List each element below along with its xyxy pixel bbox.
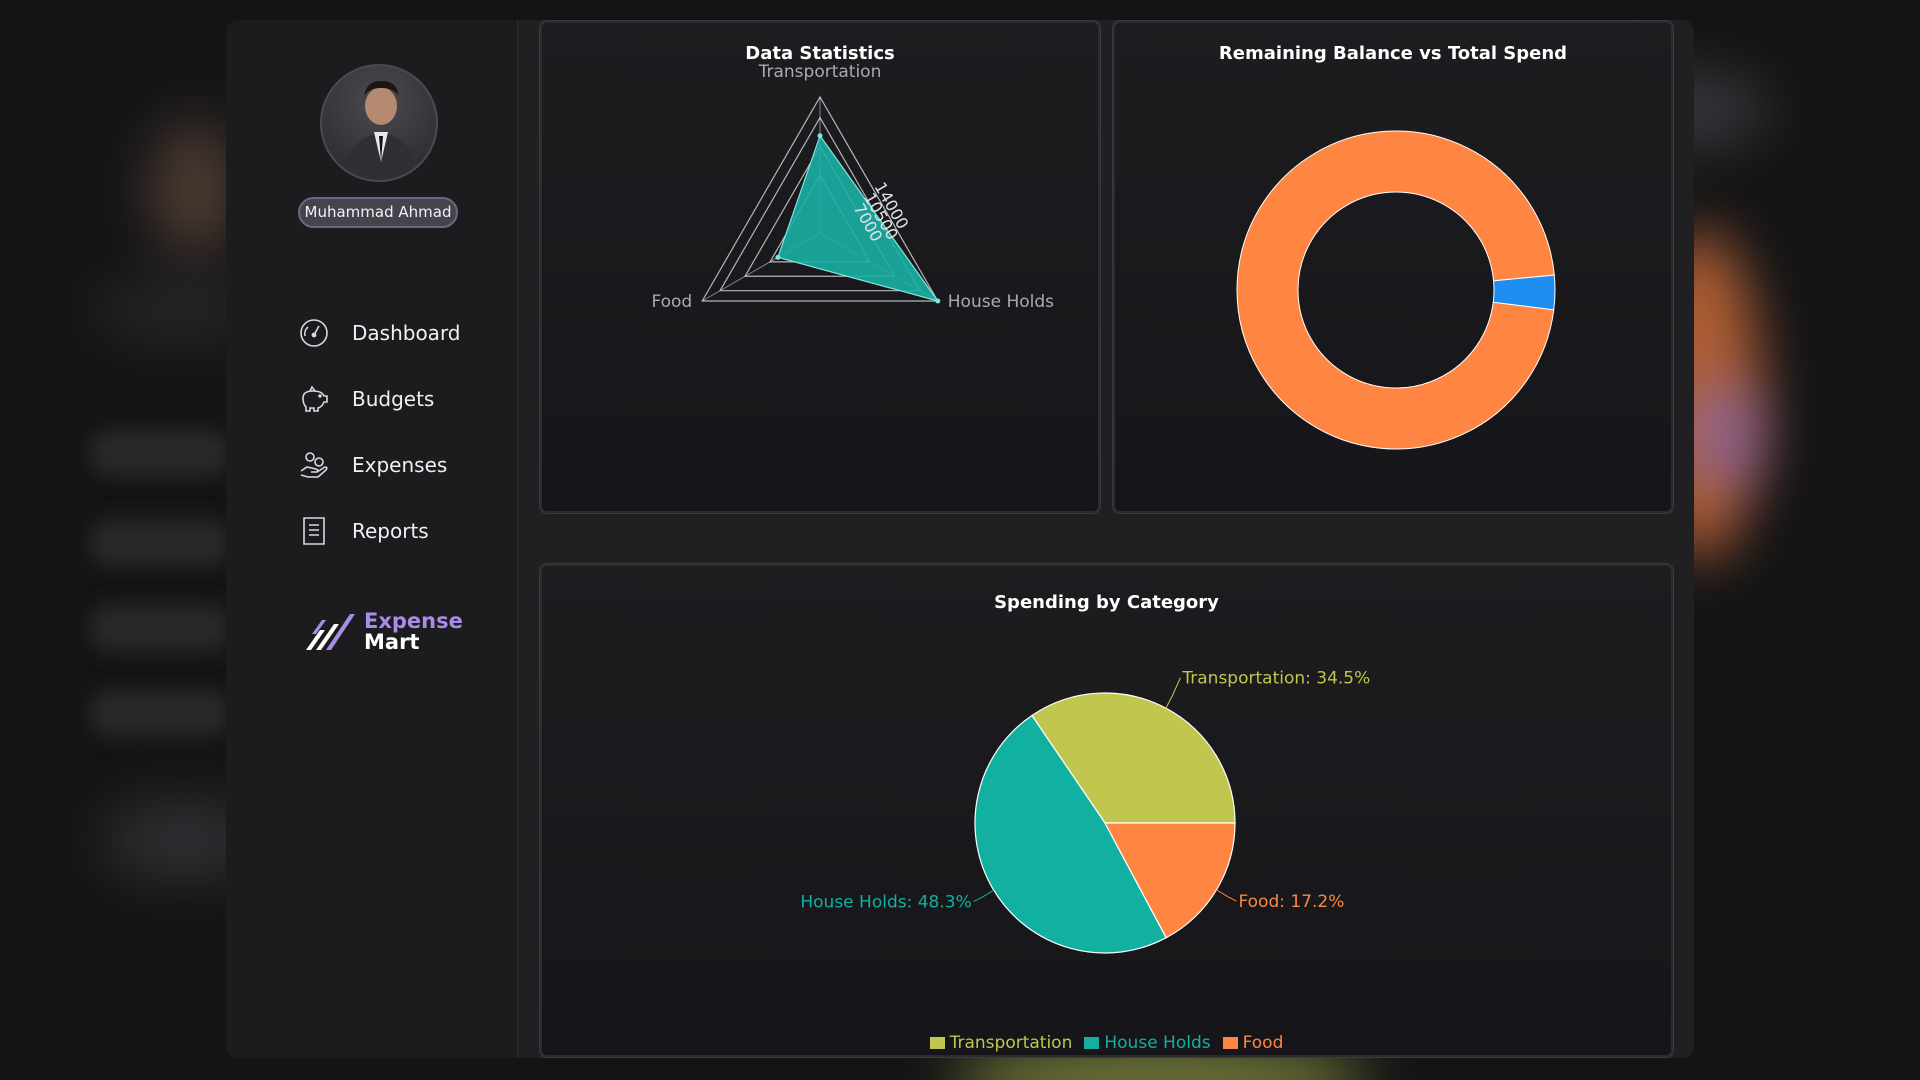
pie-leader-line — [973, 889, 994, 902]
nav-menu: Dashboard Budgets Expens — [298, 300, 461, 564]
legend-swatch — [1222, 1037, 1238, 1049]
nav-label: Expenses — [352, 453, 448, 477]
panel-title: Spending by Category — [994, 592, 1219, 613]
legend-swatch — [929, 1037, 945, 1049]
radar-grid-ring — [701, 95, 939, 302]
chart-legend: Transportation House Holds Food — [540, 1033, 1673, 1053]
sidebar: Muhammad Ahmad Dashboard — [226, 20, 518, 1058]
pie-slice-transportation — [1031, 692, 1236, 824]
backdrop-blur — [90, 520, 230, 566]
legend-label: Food — [1242, 1033, 1284, 1053]
piggy-bank-icon — [298, 383, 330, 415]
spending-by-category-card: Spending by Category Transportation: 34.… — [539, 563, 1674, 1058]
nav-label: Reports — [352, 519, 429, 543]
nav-item-reports[interactable]: Reports — [298, 498, 461, 564]
backdrop-blur — [90, 605, 230, 651]
legend-label: House Holds — [1104, 1033, 1211, 1053]
brand-mark — [306, 614, 355, 650]
doughnut-chart — [1236, 130, 1556, 450]
radar-category-label: House Holds — [948, 292, 1054, 312]
legend-item[interactable]: House Holds — [1084, 1033, 1211, 1053]
nav-item-expenses[interactable]: Expenses — [298, 432, 461, 498]
nav-label: Dashboard — [352, 321, 461, 345]
radar-grid-ring — [719, 116, 921, 292]
pie-data-label: Transportation: 34.5% — [1181, 669, 1370, 689]
radar-point — [935, 298, 941, 304]
balance-vs-spend-card: Remaining Balance vs Total Spend — [1112, 20, 1674, 514]
dashboard-main: Data Statistics 7000 10500 14000 Transporta… — [518, 20, 1694, 1058]
pie-slice-food — [1103, 822, 1236, 939]
legend-label: Transportation — [949, 1033, 1073, 1053]
radar-point — [775, 254, 781, 260]
brand-name-line1: Expense — [364, 609, 463, 633]
legend-item[interactable]: Food — [1222, 1033, 1284, 1053]
panel-title: Data Statistics — [745, 43, 895, 64]
brand-name-line2: Mart — [364, 630, 420, 654]
pie-chart: Transportation: 34.5% House Holds: 48.3% F… — [800, 669, 1370, 954]
nav-item-dashboard[interactable]: Dashboard — [298, 300, 461, 366]
speedometer-icon — [298, 317, 330, 349]
backdrop-blur — [90, 690, 230, 736]
app-window: Muhammad Ahmad Dashboard — [226, 20, 1694, 1058]
doughnut-slice-spend — [1236, 130, 1555, 450]
backdrop-blur — [1690, 380, 1760, 490]
nav-label: Budgets — [352, 387, 435, 411]
backdrop-blur — [150, 120, 240, 260]
user-name-badge[interactable]: Muhammad Ahmad — [298, 197, 458, 228]
pie-data-label: Food: 17.2% — [1238, 892, 1344, 912]
avatar[interactable] — [320, 64, 438, 182]
radar-data-area — [777, 134, 940, 303]
nav-item-budgets[interactable]: Budgets — [298, 366, 461, 432]
user-photo — [342, 80, 420, 180]
radar-category-label: Food — [651, 292, 692, 312]
legend-item[interactable]: Transportation — [929, 1033, 1073, 1053]
radar-point — [817, 133, 823, 139]
brand-logo[interactable]: Expense Mart — [304, 610, 463, 654]
legend-swatch — [1084, 1037, 1100, 1049]
pie-leader-line — [1216, 889, 1237, 902]
pie-data-label: House Holds: 48.3% — [800, 892, 971, 912]
radar-category-label: Transportation — [758, 62, 882, 82]
backdrop-blur — [90, 430, 230, 476]
panel-title: Remaining Balance vs Total Spend — [1218, 43, 1568, 64]
hand-coins-icon — [298, 449, 330, 481]
pie-leader-line — [1165, 677, 1181, 709]
data-statistics-card: Data Statistics 7000 10500 14000 Transporta… — [539, 20, 1101, 514]
receipt-icon — [298, 515, 330, 547]
